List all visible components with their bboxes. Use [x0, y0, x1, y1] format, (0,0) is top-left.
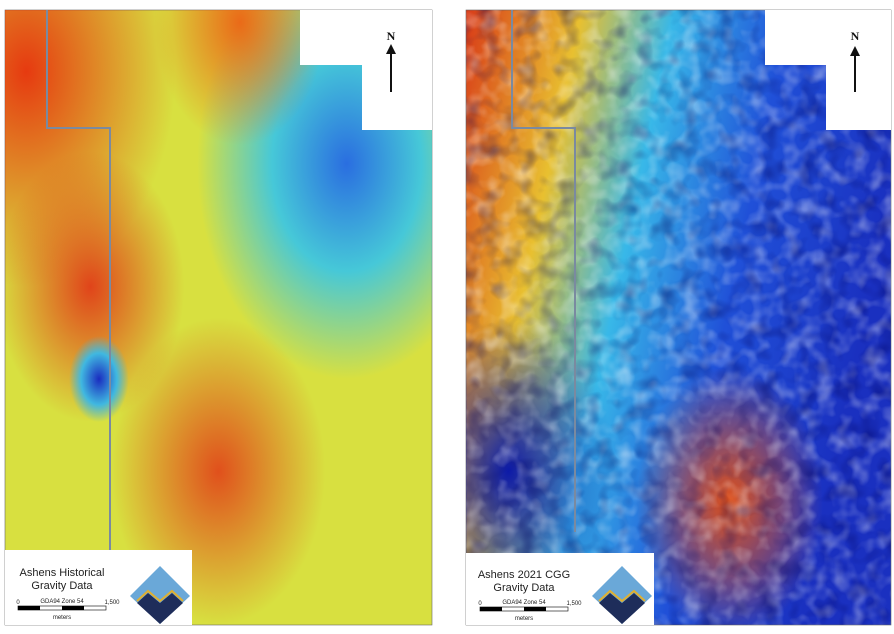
map-title: Ashens Historical: [20, 567, 105, 579]
projection: GDA94 Zone 54: [40, 599, 84, 605]
projection: GDA94 Zone 54: [502, 600, 546, 606]
north-label: N: [851, 29, 860, 43]
scale-unit: meters: [515, 616, 533, 622]
north-label: N: [387, 29, 396, 43]
map-title: Gravity Data: [31, 580, 93, 592]
map-figure: N Ashens Historical Gravity Data GDA94 Z…: [0, 0, 894, 634]
scale-end: 1,500: [566, 601, 582, 607]
scale-end: 1,500: [104, 600, 120, 606]
historical-map: N Ashens Historical Gravity Data GDA94 Z…: [5, 10, 432, 625]
map-title: Gravity Data: [493, 582, 555, 594]
scale-unit: meters: [53, 615, 71, 621]
map-title: Ashens 2021 CGG: [478, 569, 570, 581]
cgg-map: N Ashens 2021 CGG Gravity Data GDA94 Zon…: [466, 10, 891, 625]
